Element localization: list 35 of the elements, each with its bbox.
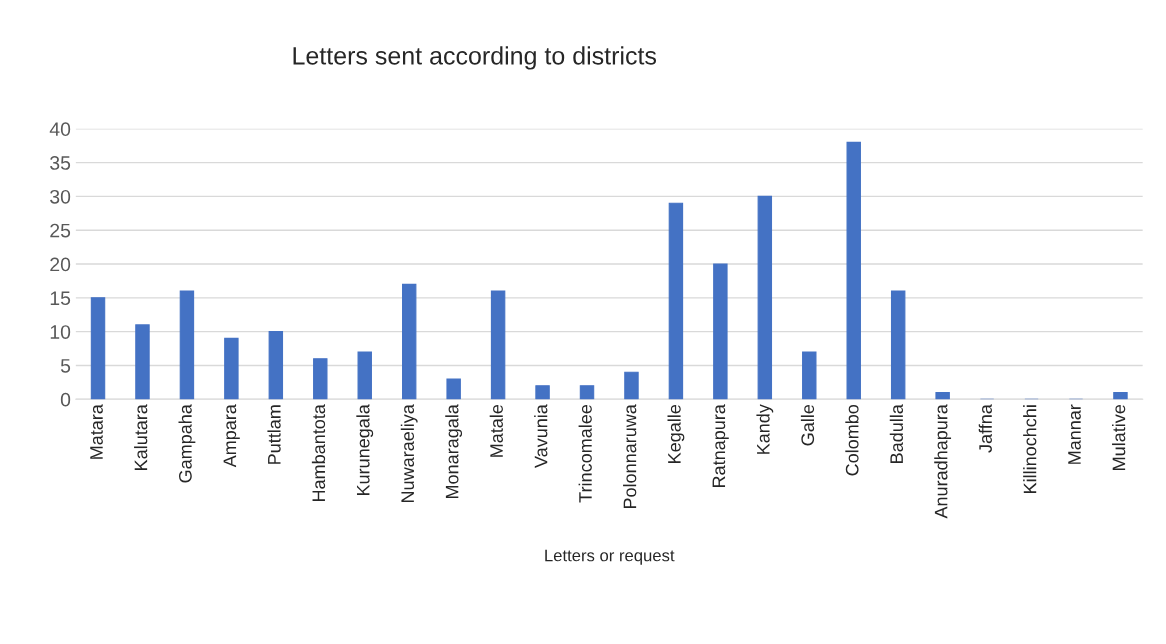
x-tick-label: Badulla <box>889 404 904 463</box>
y-tick-label: 30 <box>50 189 71 204</box>
x-axis-title: Letters or request <box>545 549 675 565</box>
y-tick-label: 40 <box>49 122 71 137</box>
y-tick-label: 5 <box>60 359 71 373</box>
x-tick-label: Matale <box>489 404 503 457</box>
x-tick-label: Trincomalee <box>578 404 592 503</box>
x-tick-label: Gampaha <box>178 404 196 483</box>
x-tick-label: Colombo <box>845 404 859 476</box>
y-tick-label: 25 <box>50 223 71 238</box>
x-tick-label: Monaragala <box>445 404 463 499</box>
y-tick-label: 0 <box>60 392 71 407</box>
chart-title: Letters sent according to districts <box>293 46 657 70</box>
x-tick-label: Mannar <box>1068 404 1081 464</box>
x-tick-label: Killinochchi <box>1023 405 1037 493</box>
x-tick-label: Jaffna <box>978 404 992 453</box>
x-tick-label: Polonnaruwa <box>623 404 637 509</box>
x-tick-label: Kalutara <box>134 404 148 470</box>
y-tick-label: 10 <box>50 325 71 339</box>
x-tick-label: Vavunia <box>534 404 548 468</box>
y-tick-label: 35 <box>50 156 71 170</box>
x-tick-label: Kegalle <box>667 404 685 463</box>
x-tick-label: Kurunegala <box>356 404 374 496</box>
y-tick-label: 20 <box>50 257 71 272</box>
x-tick-label: Ampara <box>223 404 240 468</box>
x-tick-label: Ratnapura <box>712 404 729 487</box>
x-tick-label: Mulative <box>1112 404 1126 470</box>
x-tick-label: Anuradhapura <box>934 404 952 519</box>
x-tick-label: Galle <box>800 404 815 446</box>
x-tick-label: Nuwaraeliya <box>400 404 418 503</box>
x-tick-label: Puttlam <box>267 405 281 464</box>
y-tick-label: 15 <box>50 291 71 306</box>
x-tick-label: Hambantota <box>311 404 326 502</box>
x-tick-label: Kandy <box>756 404 774 454</box>
x-tick-label: Matara <box>90 404 103 459</box>
